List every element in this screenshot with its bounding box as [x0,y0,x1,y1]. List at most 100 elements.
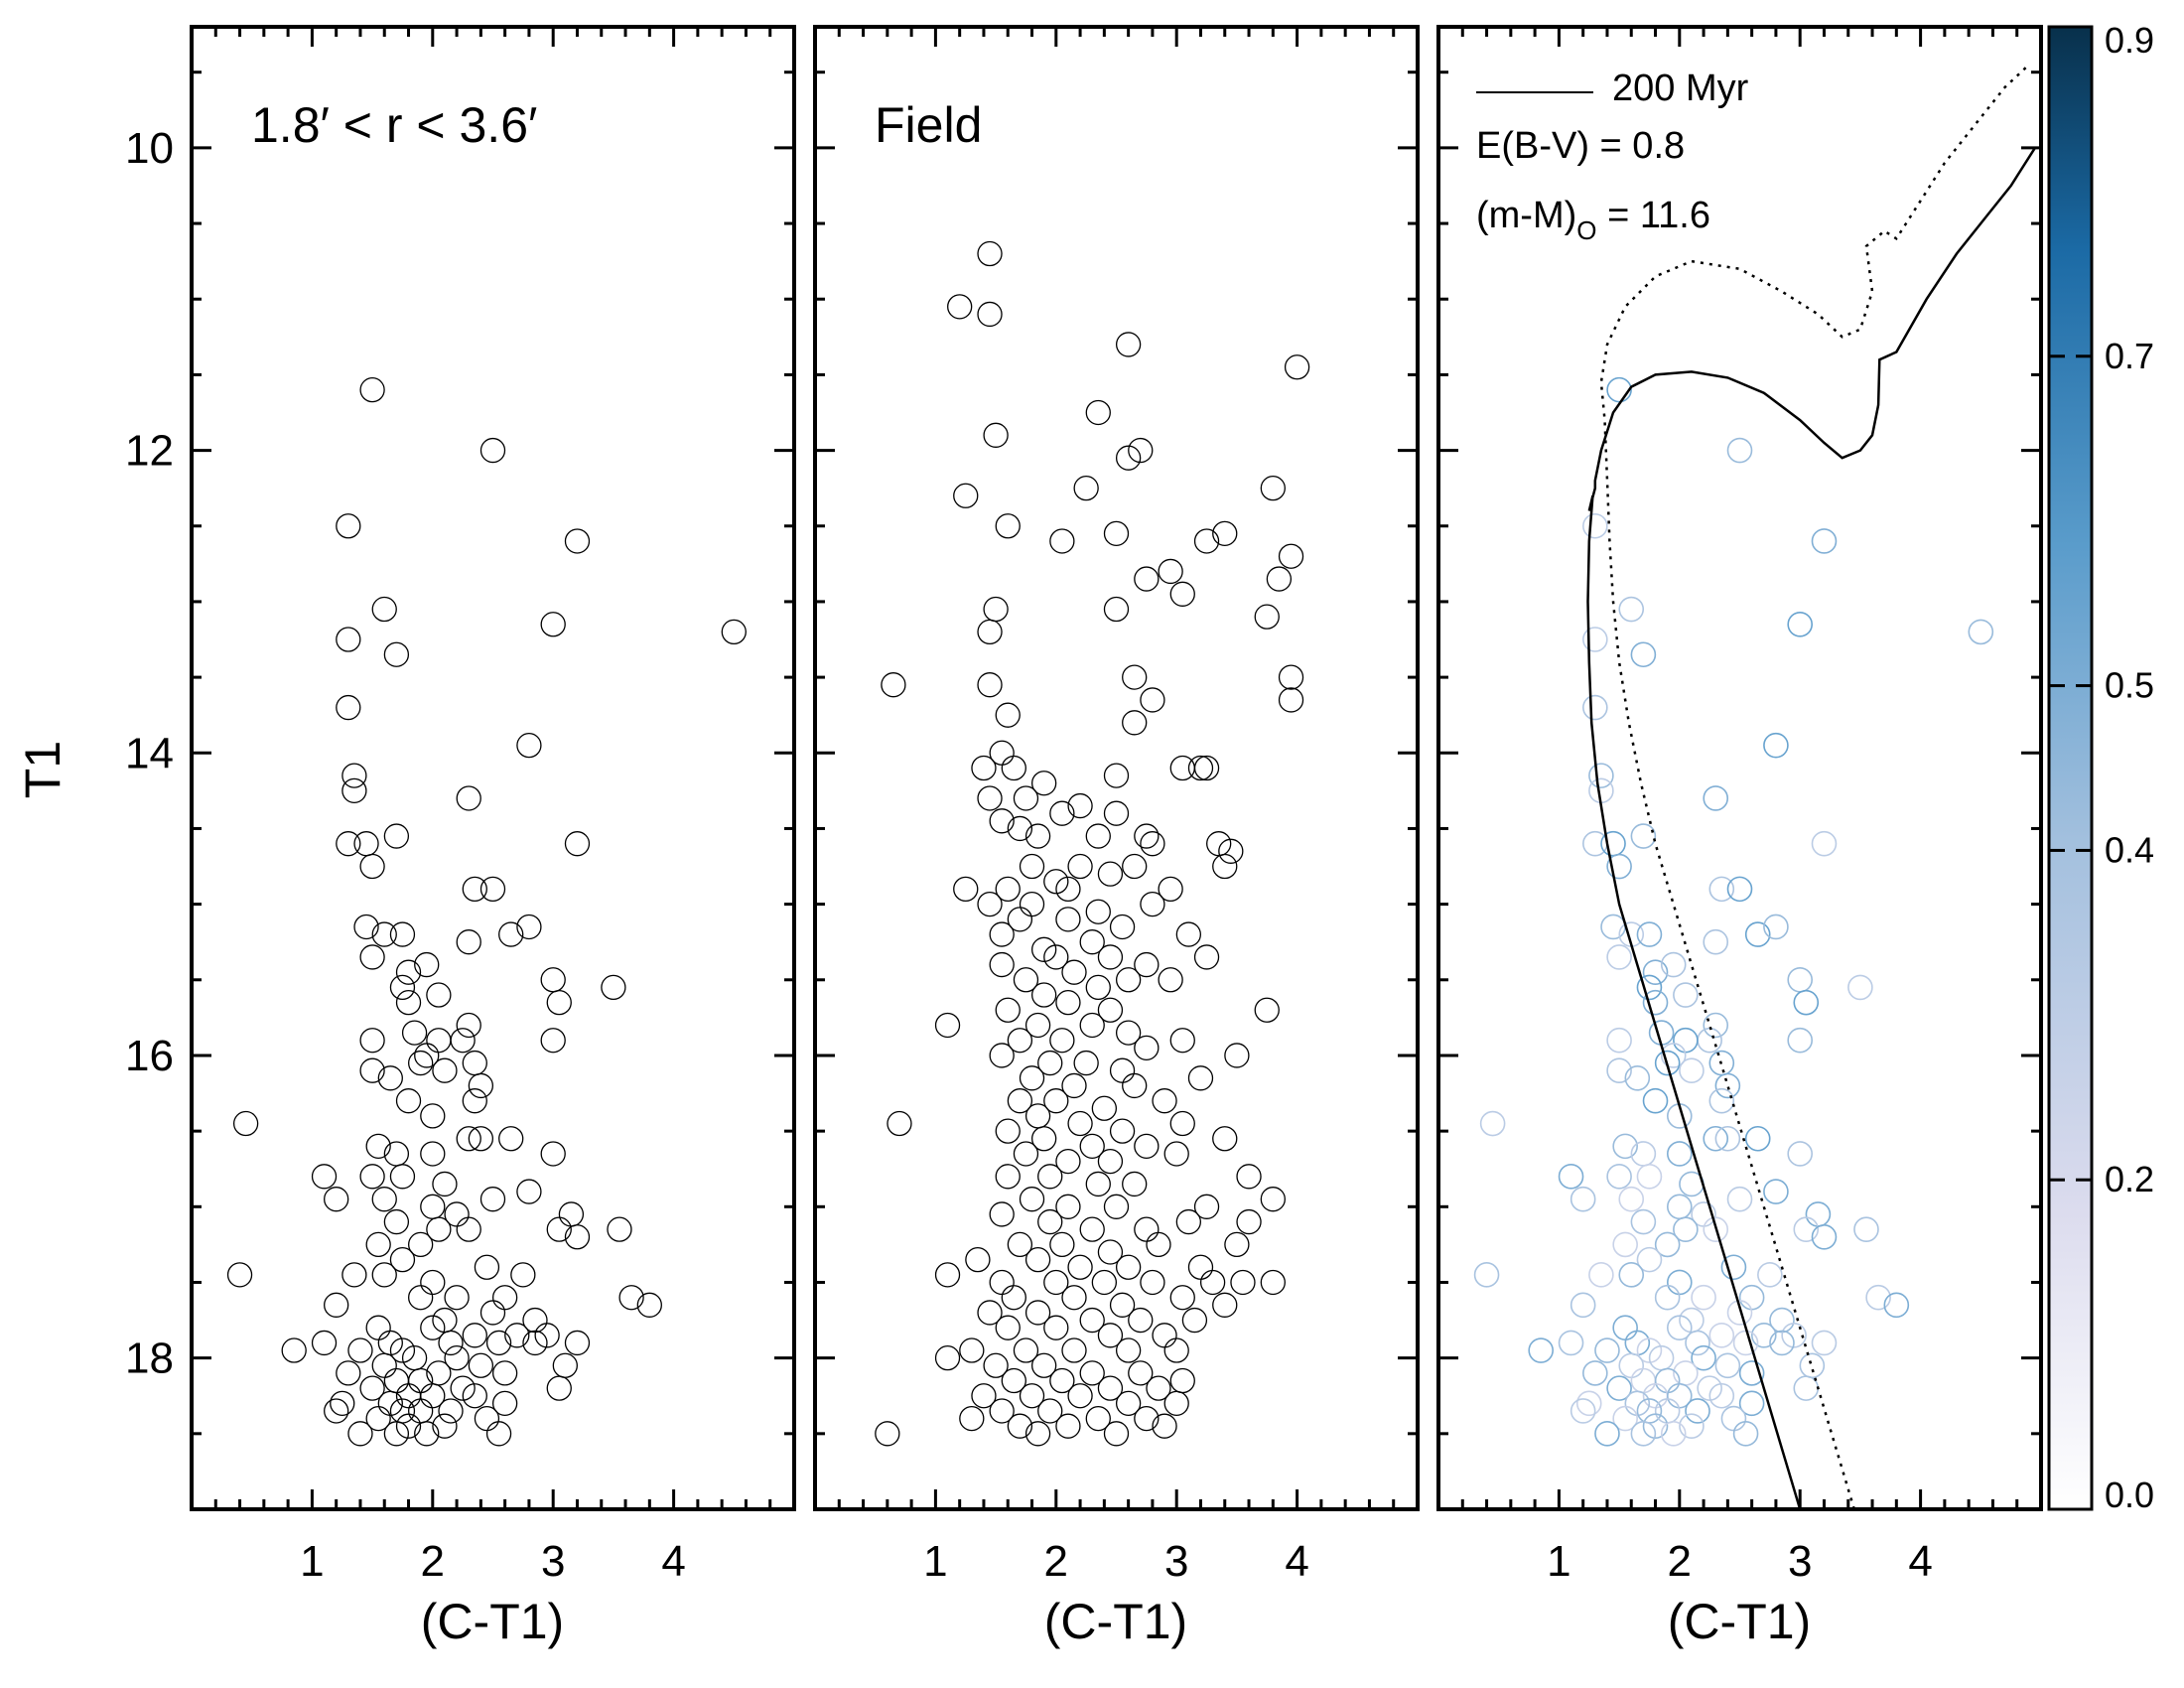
star-point [504,1323,530,1348]
member-star-point [1769,1330,1795,1356]
star-point [1115,967,1142,993]
star-point [1230,1269,1256,1296]
star-point [479,1300,506,1326]
panel-annulus-points [226,376,747,1447]
member-star-point [1570,1398,1596,1424]
star-point [1134,951,1160,978]
star-point [353,914,379,940]
star-point [1212,1292,1238,1318]
member-star-point [1636,1246,1663,1273]
star-point [311,1330,338,1356]
member-star-point [1865,1284,1891,1311]
star-point [564,1224,591,1250]
star-point [479,876,506,903]
star-point [1146,1375,1171,1401]
star-point [1049,1231,1075,1258]
legend-distance-suffix: = 11.6 [1597,195,1710,236]
member-star-point [1720,1405,1747,1432]
member-star-point [1612,1133,1638,1160]
star-point [408,1231,434,1258]
star-point [1175,1208,1201,1235]
star-point [1024,1246,1051,1273]
star-point [989,921,1015,947]
member-star-point [1703,1125,1729,1152]
member-star-point [1726,876,1753,903]
star-point [401,1020,428,1046]
member-star-point [1630,1208,1657,1235]
star-point [1163,1337,1189,1363]
star-point [1043,869,1069,895]
star-point [468,1352,494,1378]
member-star-point [1618,1352,1645,1379]
star-point [1085,974,1111,1001]
member-star-point [1738,1284,1765,1311]
panel-annulus-label: 1.8′ < r < 3.6′ [251,97,537,153]
colorbar-tick-label: 0.7 [2105,336,2154,376]
member-star-point [1703,785,1729,811]
star-point [1284,354,1310,380]
star-point [1260,1269,1286,1296]
star-point [875,1421,900,1447]
x-tick-label-1: 1 [1547,1537,1570,1586]
star-point [450,1028,476,1054]
star-point [1260,1187,1286,1212]
star-point [995,1118,1021,1144]
panel-field-frame [813,25,1420,1511]
star-point [395,1088,422,1114]
star-point [1115,1254,1142,1280]
star-point [1097,1323,1124,1348]
x-tick-label-4: 4 [1285,1537,1308,1586]
star-point [444,1285,470,1311]
star-point [365,1231,391,1258]
star-point [546,1375,572,1401]
star-point [564,528,591,554]
star-point [564,831,591,857]
star-point [1037,1164,1063,1190]
star-point [1146,1231,1171,1258]
member-star-point [1654,1398,1681,1424]
star-point [1181,1307,1208,1334]
star-point [1163,1141,1189,1167]
member-star-point [1799,1352,1826,1379]
star-point [1254,997,1280,1023]
star-point [546,989,572,1016]
star-point [341,763,367,788]
star-point [1140,687,1165,713]
legend-distance-modulus: (m-M)O = 11.6 [1476,195,1710,245]
star-point [1193,1194,1220,1219]
star-point [1103,596,1130,623]
member-star-point [1630,1421,1657,1447]
member-star-point [1811,1223,1838,1250]
star-point [1169,1110,1195,1137]
star-point [1055,989,1081,1016]
star-point [474,1405,500,1432]
member-star-point [1642,959,1669,985]
member-star-point [1654,1231,1681,1258]
star-point [462,876,487,903]
star-point [1158,876,1183,903]
star-point [1091,1095,1118,1121]
star-point [1193,528,1220,554]
star-point [383,1421,410,1447]
member-star-point [1636,974,1663,1001]
member-star-point [1847,974,1873,1001]
star-point [977,785,1003,811]
star-point [1134,1133,1160,1160]
member-star-point [1582,1360,1608,1386]
colorbar-tick-label: 0.0 [2105,1475,2154,1515]
star-point [1212,520,1238,547]
star-point [347,1421,373,1447]
member-star-point [1594,1337,1620,1363]
star-point [359,1375,385,1401]
star-point [1049,528,1075,554]
member-star-point [1703,1012,1729,1039]
star-point [1067,1110,1093,1137]
star-point [485,1421,512,1447]
star-point [971,755,997,781]
star-point [1097,1148,1124,1175]
member-star-point [1660,1043,1687,1068]
member-star-point [1793,1216,1820,1242]
star-point [426,1216,452,1242]
member-star-point [1642,1413,1669,1440]
star-point [377,1065,403,1091]
